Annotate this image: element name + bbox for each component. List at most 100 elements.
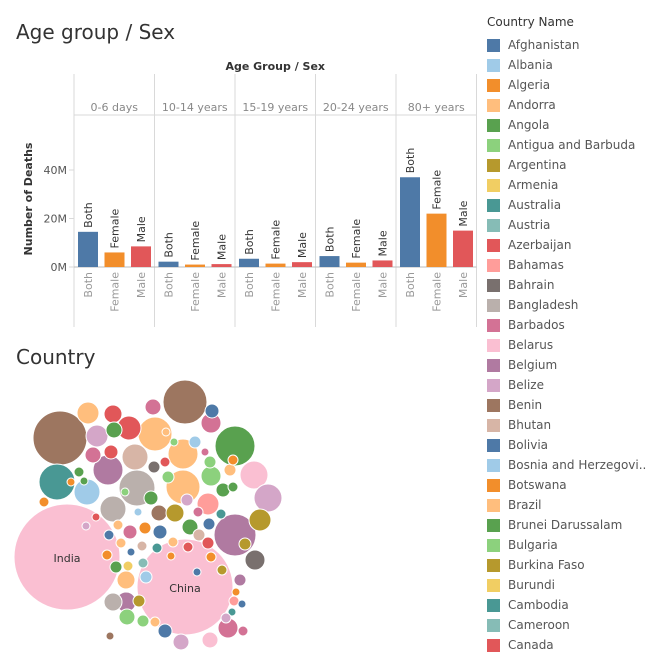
bubble[interactable] <box>81 521 91 531</box>
bubble[interactable] <box>84 446 102 464</box>
bar[interactable] <box>319 256 340 267</box>
bubble[interactable] <box>203 455 217 469</box>
bubble[interactable] <box>169 437 179 447</box>
bubble[interactable] <box>157 623 173 639</box>
bubble[interactable] <box>223 463 237 477</box>
legend-item[interactable]: Bolivia <box>487 435 647 455</box>
bubble[interactable] <box>150 504 168 522</box>
bubble[interactable] <box>216 564 228 576</box>
bubble[interactable] <box>237 625 249 637</box>
bubble[interactable] <box>201 631 219 649</box>
bubble[interactable] <box>220 612 232 624</box>
bar[interactable] <box>211 264 232 267</box>
bar[interactable] <box>292 262 312 267</box>
bubble[interactable] <box>112 519 124 531</box>
legend-item[interactable]: Azerbaijan <box>487 235 647 255</box>
bar[interactable] <box>453 230 473 267</box>
bar[interactable] <box>372 260 393 267</box>
legend-item[interactable]: Botswana <box>487 475 647 495</box>
bar[interactable] <box>239 258 259 267</box>
bubble[interactable] <box>231 587 241 597</box>
bubble[interactable] <box>204 403 220 419</box>
bubble[interactable] <box>144 398 162 416</box>
bubble[interactable] <box>73 466 85 478</box>
bubble[interactable] <box>233 573 247 587</box>
bubble[interactable] <box>248 508 272 532</box>
bubble[interactable] <box>227 454 239 466</box>
bubble[interactable] <box>147 460 161 474</box>
bubble[interactable] <box>101 549 113 561</box>
bubble[interactable] <box>99 495 127 523</box>
bubble[interactable] <box>200 447 210 457</box>
legend-item[interactable]: Burundi <box>487 575 647 595</box>
bubble[interactable] <box>79 476 89 486</box>
bar[interactable] <box>131 246 151 267</box>
bubble[interactable] <box>205 551 217 563</box>
bubble[interactable] <box>138 521 152 535</box>
bubble[interactable] <box>237 599 247 609</box>
bubble[interactable] <box>85 424 109 448</box>
bubble[interactable] <box>132 594 146 608</box>
bubble[interactable] <box>126 547 136 557</box>
bar[interactable] <box>426 213 447 267</box>
bubble[interactable] <box>238 537 252 551</box>
bubble[interactable] <box>139 570 153 584</box>
legend-item[interactable]: Andorra <box>487 95 647 115</box>
bubble[interactable] <box>253 483 283 513</box>
bubble[interactable] <box>13 503 121 611</box>
bubble[interactable] <box>103 404 123 424</box>
bubble[interactable] <box>182 541 194 553</box>
bubble[interactable] <box>38 496 50 508</box>
bubble[interactable] <box>161 470 175 484</box>
bubble[interactable] <box>201 536 215 550</box>
legend-item[interactable]: Belize <box>487 375 647 395</box>
bubble[interactable] <box>105 421 123 439</box>
bubble[interactable] <box>180 493 194 507</box>
legend-item[interactable]: Australia <box>487 195 647 215</box>
bubble[interactable] <box>66 477 76 487</box>
bubble[interactable] <box>103 592 123 612</box>
bar[interactable] <box>78 231 98 267</box>
legend-item[interactable]: Afghanistan <box>487 35 647 55</box>
bar[interactable] <box>185 264 205 267</box>
bubble[interactable] <box>200 465 222 487</box>
legend-item[interactable]: Cambodia <box>487 595 647 615</box>
bubble[interactable] <box>133 507 143 517</box>
bar[interactable] <box>400 177 420 267</box>
bubble[interactable] <box>103 444 119 460</box>
bubble[interactable] <box>166 551 176 561</box>
legend-item[interactable]: Bahrain <box>487 275 647 295</box>
legend-item[interactable]: Bangladesh <box>487 295 647 315</box>
bubble[interactable] <box>91 512 101 522</box>
bubble[interactable] <box>115 537 127 549</box>
legend-item[interactable]: Argentina <box>487 155 647 175</box>
legend-item[interactable]: Bosnia and Herzegovi.. <box>487 455 647 475</box>
bubble[interactable] <box>122 560 134 572</box>
bubble[interactable] <box>188 435 202 449</box>
bar[interactable] <box>265 263 286 267</box>
bubble[interactable] <box>159 456 171 468</box>
legend-item[interactable]: Bhutan <box>487 415 647 435</box>
bubble[interactable] <box>239 460 269 490</box>
bar[interactable] <box>346 262 366 267</box>
bubble[interactable] <box>151 542 163 554</box>
bubble[interactable] <box>109 560 123 574</box>
bubble[interactable] <box>121 443 149 471</box>
bubble[interactable] <box>137 557 149 569</box>
bubble[interactable] <box>116 570 136 590</box>
legend-item[interactable]: Austria <box>487 215 647 235</box>
legend-item[interactable]: Angola <box>487 115 647 135</box>
bubble[interactable] <box>136 540 148 552</box>
bubble[interactable] <box>192 528 206 542</box>
bubble[interactable] <box>244 549 266 571</box>
bubble[interactable] <box>192 506 204 518</box>
bar[interactable] <box>104 252 125 267</box>
bubble[interactable] <box>152 524 168 540</box>
legend-item[interactable]: Belgium <box>487 355 647 375</box>
bubble[interactable] <box>76 401 100 425</box>
legend-item[interactable]: Benin <box>487 395 647 415</box>
legend-item[interactable]: Algeria <box>487 75 647 95</box>
legend-item[interactable]: Burkina Faso <box>487 555 647 575</box>
bubble[interactable] <box>227 481 239 493</box>
bubble[interactable] <box>172 633 190 651</box>
